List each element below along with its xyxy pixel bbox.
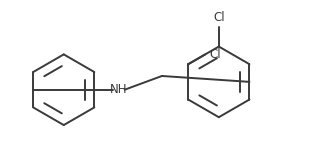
Text: Cl: Cl [213, 11, 225, 24]
Text: NH: NH [110, 83, 127, 96]
Text: Cl: Cl [209, 48, 221, 61]
